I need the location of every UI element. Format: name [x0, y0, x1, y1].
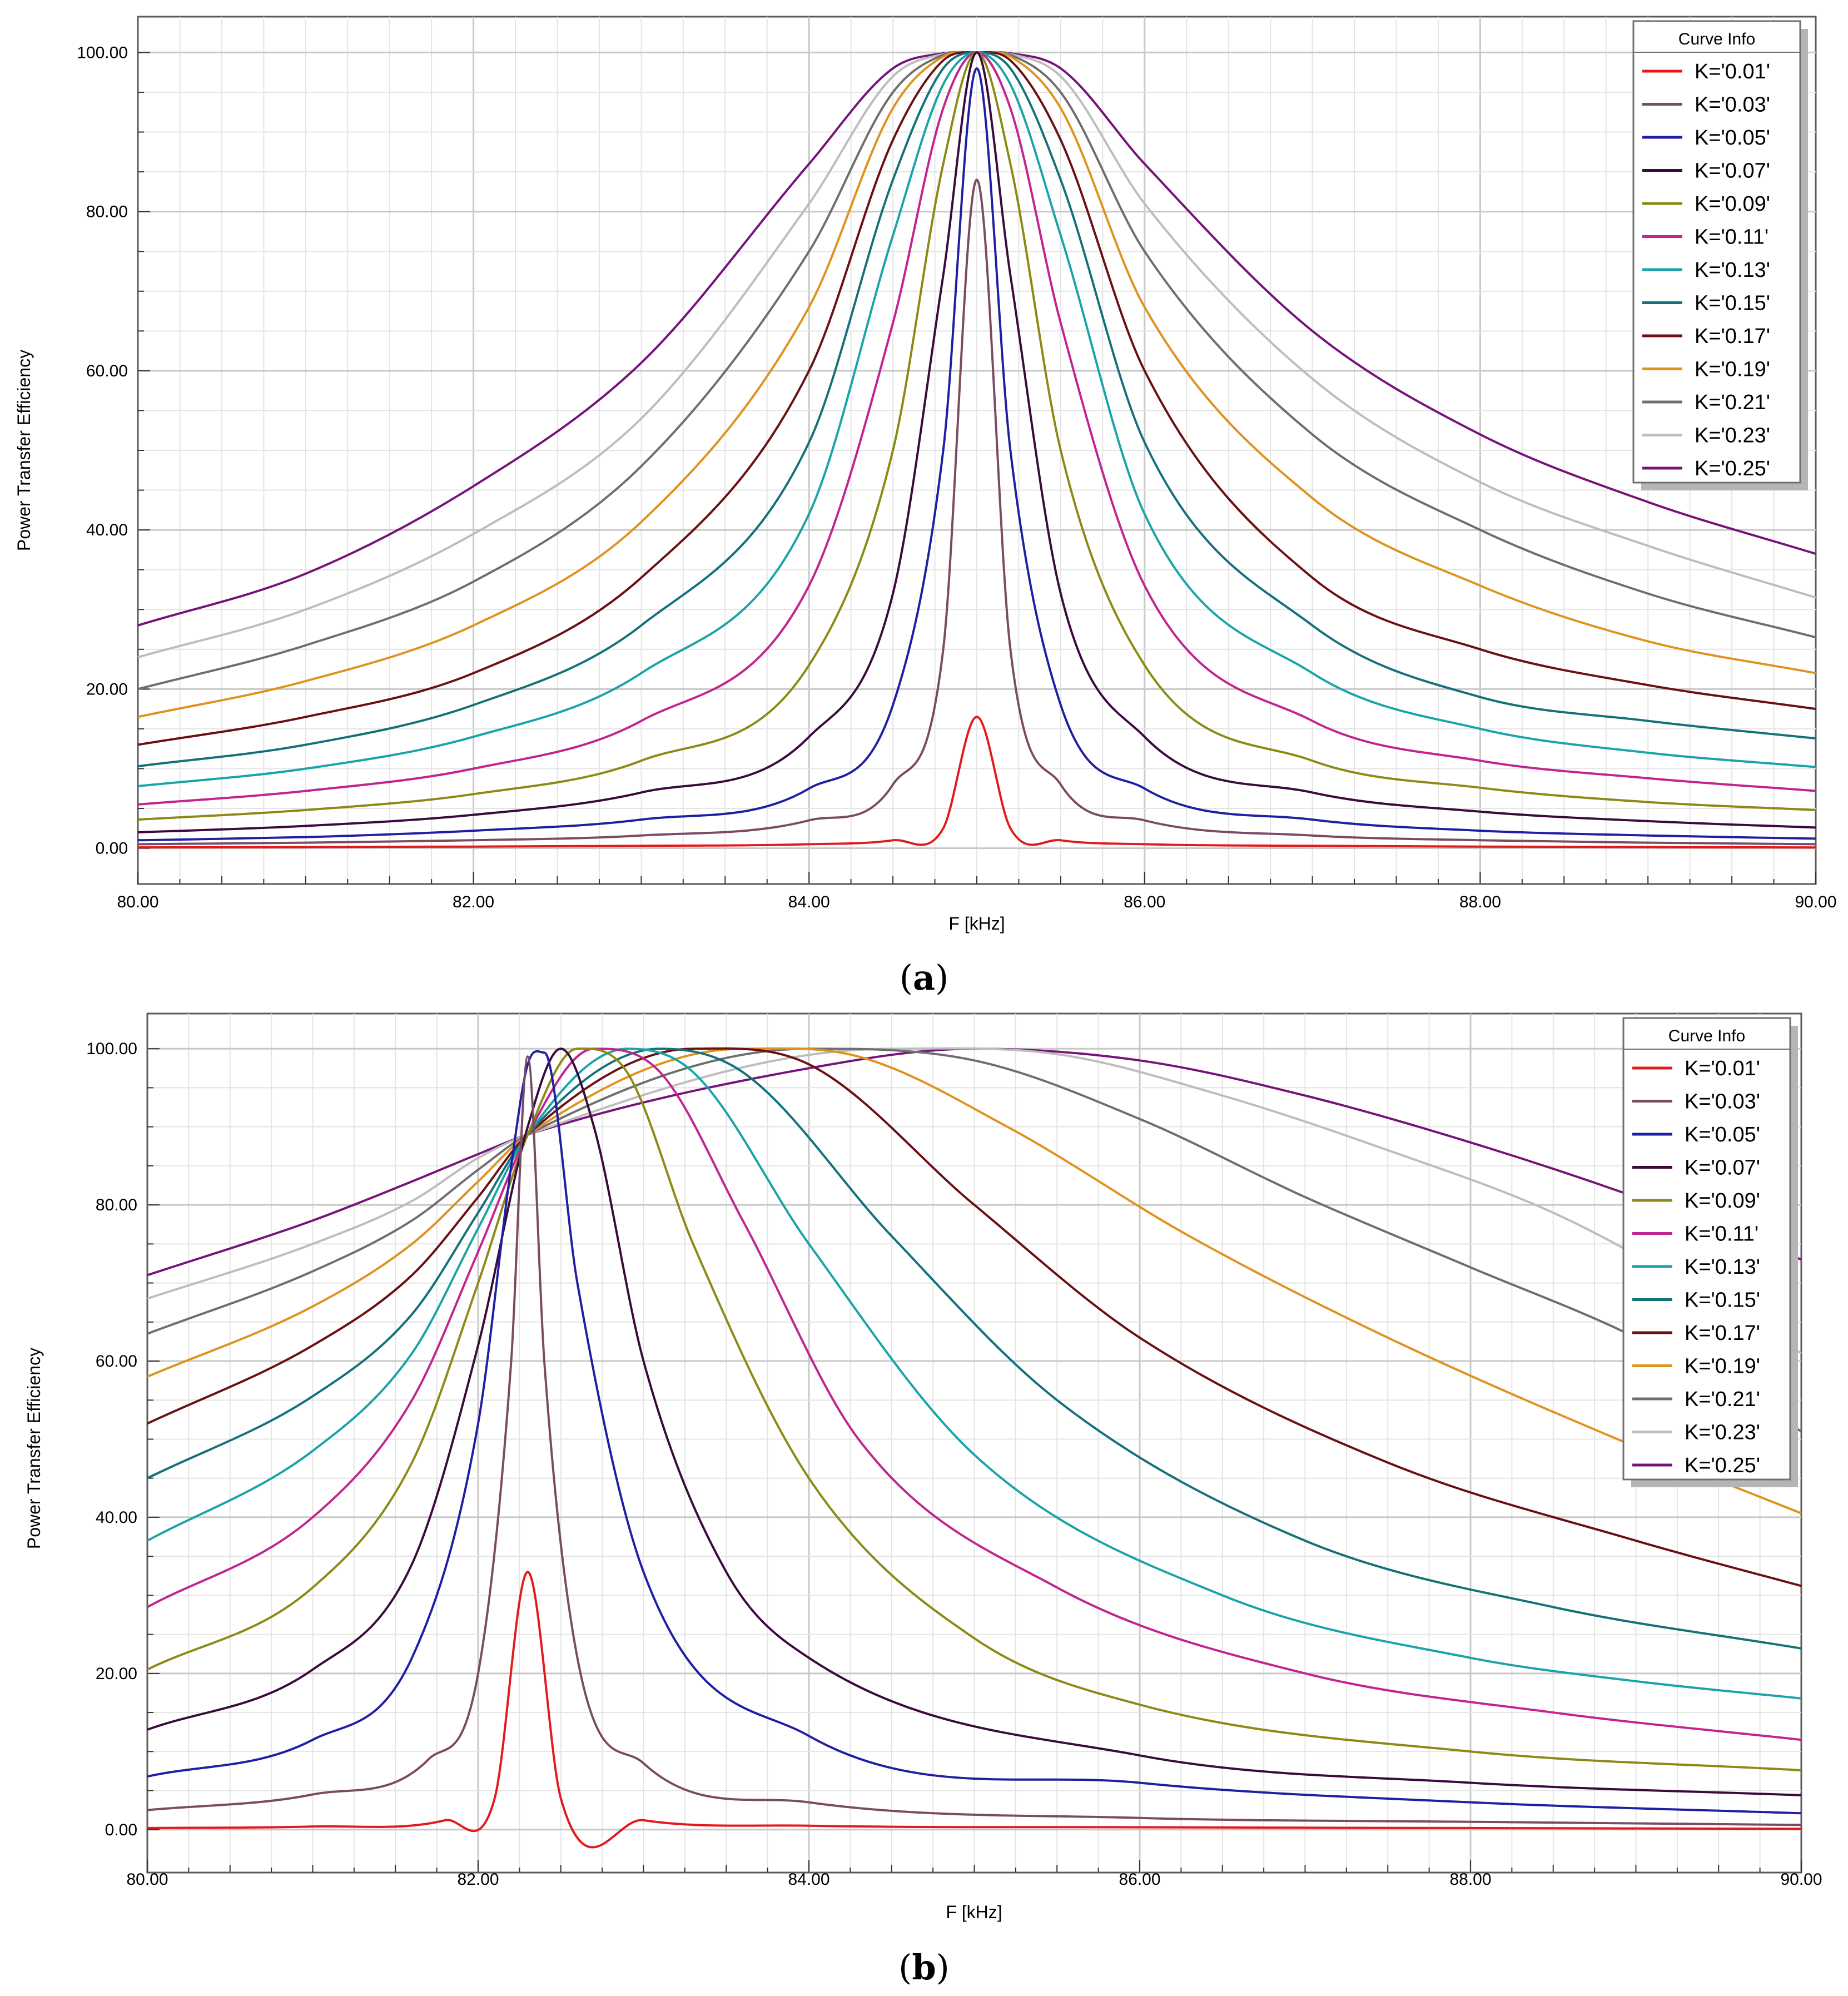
panel-b-ticks — [147, 1048, 1802, 1873]
panel-b-series-k019 — [147, 1047, 1802, 1515]
panel-a-grid — [138, 17, 1816, 884]
panel-a-legend-label-k005: K='0.05' — [1695, 126, 1770, 150]
panel-a-x-tick-label: 90.00 — [1795, 893, 1836, 911]
panel-a-legend-label-k011: K='0.11' — [1695, 226, 1768, 249]
panel-a-legend-box — [1632, 20, 1801, 484]
panel-a-ticks — [137, 52, 1816, 884]
panel-b-series — [147, 1047, 1802, 1849]
panel-a-y-tick-label: 0.00 — [96, 840, 128, 858]
panel-b-caption: (b) — [898, 1947, 950, 1988]
panel-b-legend-label-k021: K='0.21' — [1685, 1388, 1760, 1411]
panel-b-legend-label-k009: K='0.09' — [1685, 1189, 1760, 1213]
panel-a-legend-label-k015: K='0.15' — [1695, 292, 1770, 315]
panel-b-x-tick-label: 82.00 — [457, 1870, 499, 1889]
panel-b-series-k003 — [147, 1055, 1802, 1826]
panel-b-legend-label-k011: K='0.11' — [1685, 1223, 1758, 1246]
panel-a-series-k003 — [137, 178, 1816, 846]
panel-b-x-tick-label: 84.00 — [788, 1870, 829, 1889]
panel-b-legend-label-k001: K='0.01' — [1685, 1057, 1760, 1080]
panel-a-series — [137, 51, 1816, 849]
panel-b-legend-label-k017: K='0.17' — [1685, 1322, 1760, 1345]
panel-a-y-tick-labels: 0.00 20.00 40.00 60.00 80.00 100.00 — [77, 43, 128, 857]
panel-b-y-tick-label: 80.00 — [96, 1196, 137, 1214]
panel-b-series-k017 — [147, 1047, 1802, 1587]
panel-b-legend-label-k023: K='0.23' — [1685, 1421, 1760, 1444]
panel-a-legend-label-k017: K='0.17' — [1695, 325, 1770, 348]
panel-b-series-k009 — [147, 1047, 1802, 1771]
panel-a-y-axis-title: Power Transfer Efficiency — [14, 350, 34, 551]
panel-a-legend-label-k009: K='0.09' — [1695, 192, 1770, 216]
panel-b-y-tick-label: 20.00 — [96, 1665, 137, 1683]
panel-a-legend-label-k001: K='0.01' — [1695, 60, 1770, 83]
panel-b-x-tick-label: 88.00 — [1449, 1870, 1491, 1889]
panel-b-x-tick-label: 86.00 — [1119, 1870, 1160, 1889]
panel-b-legend: Curve Info K='0.01'K='0.03'K='0.05'K='0.… — [1622, 1017, 1798, 1487]
panel-a-legend-label-k019: K='0.19' — [1695, 358, 1770, 381]
panel-b-y-tick-labels: 0.00 20.00 40.00 60.00 80.00 100.00 — [86, 1040, 137, 1839]
panel-a-y-tick-label: 60.00 — [86, 362, 128, 380]
panel-b-legend-label-k005: K='0.05' — [1685, 1123, 1760, 1146]
panel-b-legend-entries: K='0.01' K='0.03' K='0.05' K='0.07' K='0.09'… — [1632, 1057, 1760, 1477]
panel-b-series-k015 — [147, 1047, 1802, 1650]
panel-b-grid — [147, 1014, 1801, 1873]
panel-a-x-tick-label: 86.00 — [1124, 893, 1165, 911]
panel-b-legend-box — [1622, 1017, 1791, 1481]
panel-b-legend-label-k013: K='0.13' — [1685, 1255, 1760, 1279]
panel-a-caption: (a) — [900, 957, 949, 998]
panel-b-x-tick-labels: 80.00 82.00 84.00 86.00 88.00 90.00 — [126, 1870, 1822, 1889]
panel-b-x-tick-label: 90.00 — [1780, 1870, 1822, 1889]
panel-a-y-tick-label: 40.00 — [86, 521, 128, 539]
panel-a-x-axis-title: F [kHz] — [948, 913, 1005, 934]
panel-a-x-tick-label: 80.00 — [117, 893, 158, 911]
panel-a-x-tick-label: 82.00 — [453, 893, 494, 911]
panel-b-y-axis-title: Power Transfer Efficiency — [24, 1348, 44, 1549]
panel-a-x-tick-labels: 80.00 82.00 84.00 86.00 88.00 90.00 — [117, 893, 1836, 911]
panel-b-x-tick-label: 80.00 — [126, 1870, 168, 1889]
panel-b-series-k005 — [147, 1050, 1802, 1815]
panel-a-legend-label-k013: K='0.13' — [1695, 259, 1770, 282]
panel-a-label: (a) — [900, 957, 949, 998]
panel-b-y-tick-label: 60.00 — [96, 1352, 137, 1371]
panel-b-legend-label-k007: K='0.07' — [1685, 1156, 1760, 1180]
panel-a-y-tick-label: 20.00 — [86, 680, 128, 698]
panel-b-y-tick-label: 0.00 — [105, 1821, 137, 1839]
panel-a-x-tick-label: 84.00 — [788, 893, 830, 911]
panel-a-series-k001 — [137, 716, 1816, 849]
panel-a-legend-label-k025: K='0.25' — [1695, 457, 1770, 480]
panel-b-legend-label-k019: K='0.19' — [1685, 1355, 1760, 1378]
panel-b-legend-label-k003: K='0.03' — [1685, 1090, 1760, 1114]
panel-b-series-k023 — [147, 1047, 1802, 1354]
panel-a-y-tick-label: 100.00 — [77, 43, 128, 62]
panel-a-x-tick-label: 88.00 — [1459, 893, 1501, 911]
panel-a-legend-entries: K='0.01' K='0.03' K='0.05' K='0.07' K='0.09'… — [1642, 60, 1770, 480]
panel-b-chart: 80.00 82.00 84.00 86.00 88.00 90.00 0.00 20.00… — [24, 1012, 1822, 1988]
panel-a-series-k007 — [137, 51, 1816, 833]
panel-b-series-k013 — [147, 1047, 1802, 1700]
panel-b-label: (b) — [898, 1947, 950, 1988]
panel-a-y-tick-label: 80.00 — [86, 203, 128, 221]
panel-b-series-k007 — [147, 1047, 1802, 1796]
panel-a-chart: 80.00 82.00 84.00 86.00 88.00 90.00 0.00 20.00… — [14, 16, 1837, 998]
panel-a-legend: Curve Info K='0.01'K='0.03'K='0.05'K='0.… — [1632, 20, 1808, 490]
panel-a-legend-title: Curve Info — [1678, 30, 1755, 48]
panel-b-series-k001 — [147, 1571, 1802, 1849]
panel-b-legend-title: Curve Info — [1668, 1027, 1745, 1045]
panel-b-legend-label-k015: K='0.15' — [1685, 1289, 1760, 1312]
panel-a-series-k005 — [137, 67, 1816, 842]
panel-a-legend-label-k003: K='0.03' — [1695, 93, 1770, 117]
panel-a-legend-label-k021: K='0.21' — [1695, 391, 1770, 414]
panel-b-y-tick-label: 100.00 — [86, 1040, 137, 1058]
panel-b-series-k021 — [147, 1047, 1802, 1433]
panel-b-x-axis-title: F [kHz] — [946, 1902, 1002, 1922]
panel-a-legend-label-k023: K='0.23' — [1695, 424, 1770, 448]
panel-b-y-tick-label: 40.00 — [96, 1508, 137, 1527]
panel-b-series-k011 — [147, 1047, 1802, 1741]
panel-b-legend-label-k025: K='0.25' — [1685, 1454, 1760, 1477]
panel-a-legend-label-k007: K='0.07' — [1695, 160, 1770, 183]
